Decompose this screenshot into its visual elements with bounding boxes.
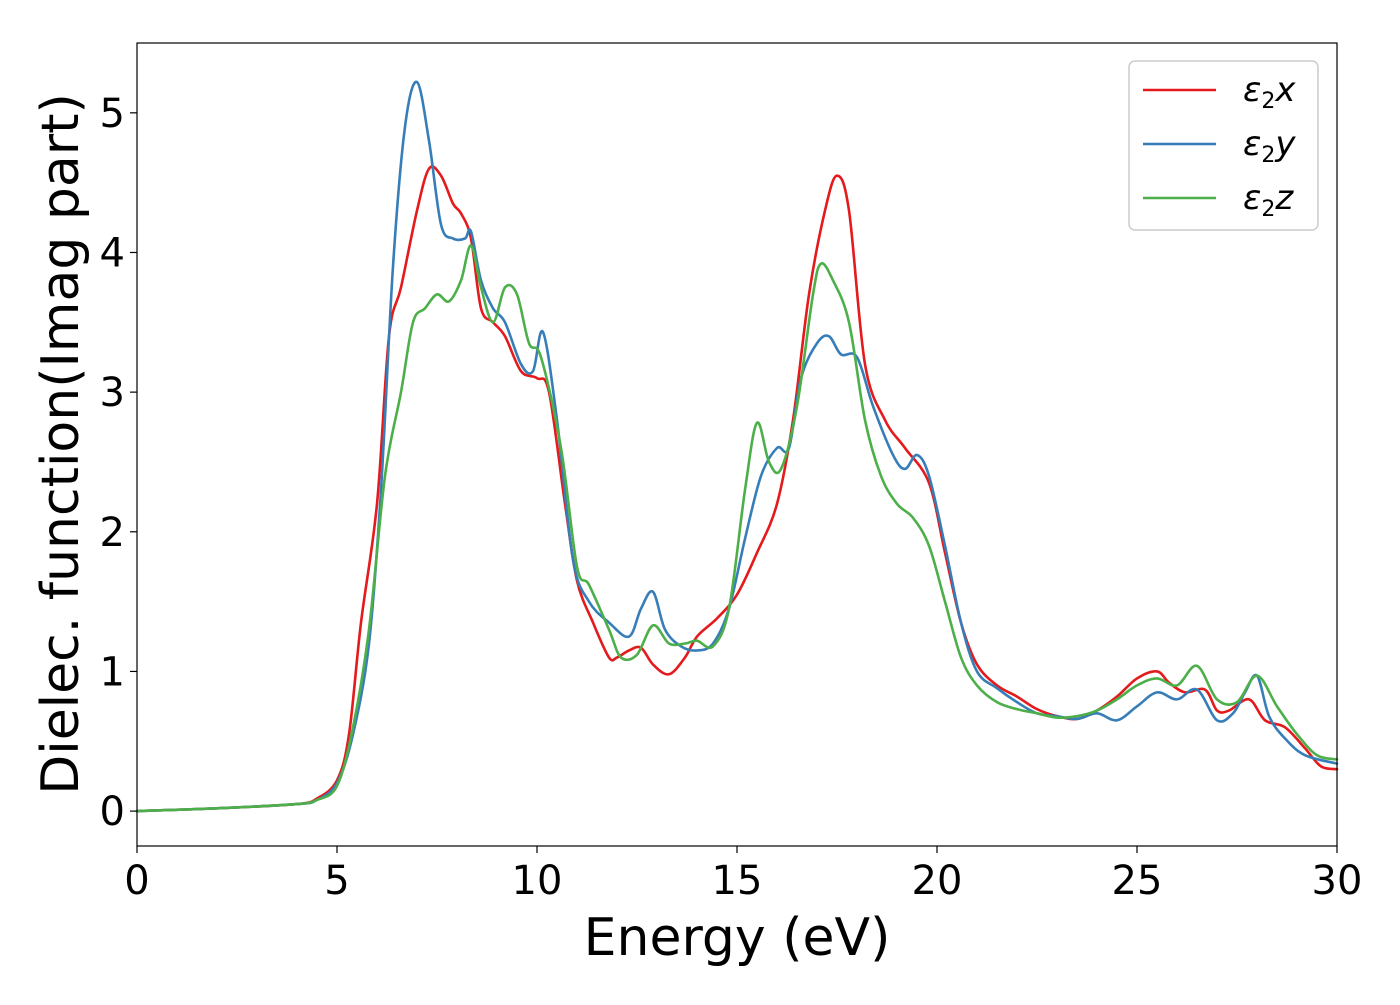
series-lines [135, 80, 1339, 813]
y-tick-label: 5 [100, 91, 125, 137]
legend-label-x: ε2x [1243, 70, 1296, 114]
legend-label-y: ε2y [1243, 124, 1296, 168]
x-tick-label: 10 [512, 858, 563, 904]
y-tick-label: 3 [100, 370, 125, 416]
y-tick-label: 1 [100, 649, 125, 695]
y-tick-label: 4 [100, 230, 125, 276]
y-axis-ticks: 0 1 2 3 4 5 [100, 91, 137, 835]
x-tick-label: 15 [712, 858, 763, 904]
y-axis-label: Dielec. function(Imag part) [31, 93, 91, 795]
legend: ε2x ε2y ε2z [1128, 60, 1319, 231]
series-line-z [135, 244, 1339, 813]
legend-label-z: ε2z [1243, 178, 1294, 222]
y-tick-label: 2 [100, 510, 125, 556]
y-tick-label: 0 [100, 789, 125, 835]
series-line-y [135, 80, 1339, 813]
x-tick-label: 5 [324, 858, 349, 904]
x-tick-label: 25 [1112, 858, 1163, 904]
x-tick-label: 0 [124, 858, 149, 904]
series-line-x [135, 165, 1339, 813]
x-tick-label: 20 [912, 858, 963, 904]
legend-box [1128, 60, 1319, 231]
x-axis-ticks: 0 5 10 15 20 25 30 [124, 846, 1362, 904]
x-axis-label: Energy (eV) [584, 908, 891, 968]
x-tick-label: 30 [1312, 858, 1363, 904]
